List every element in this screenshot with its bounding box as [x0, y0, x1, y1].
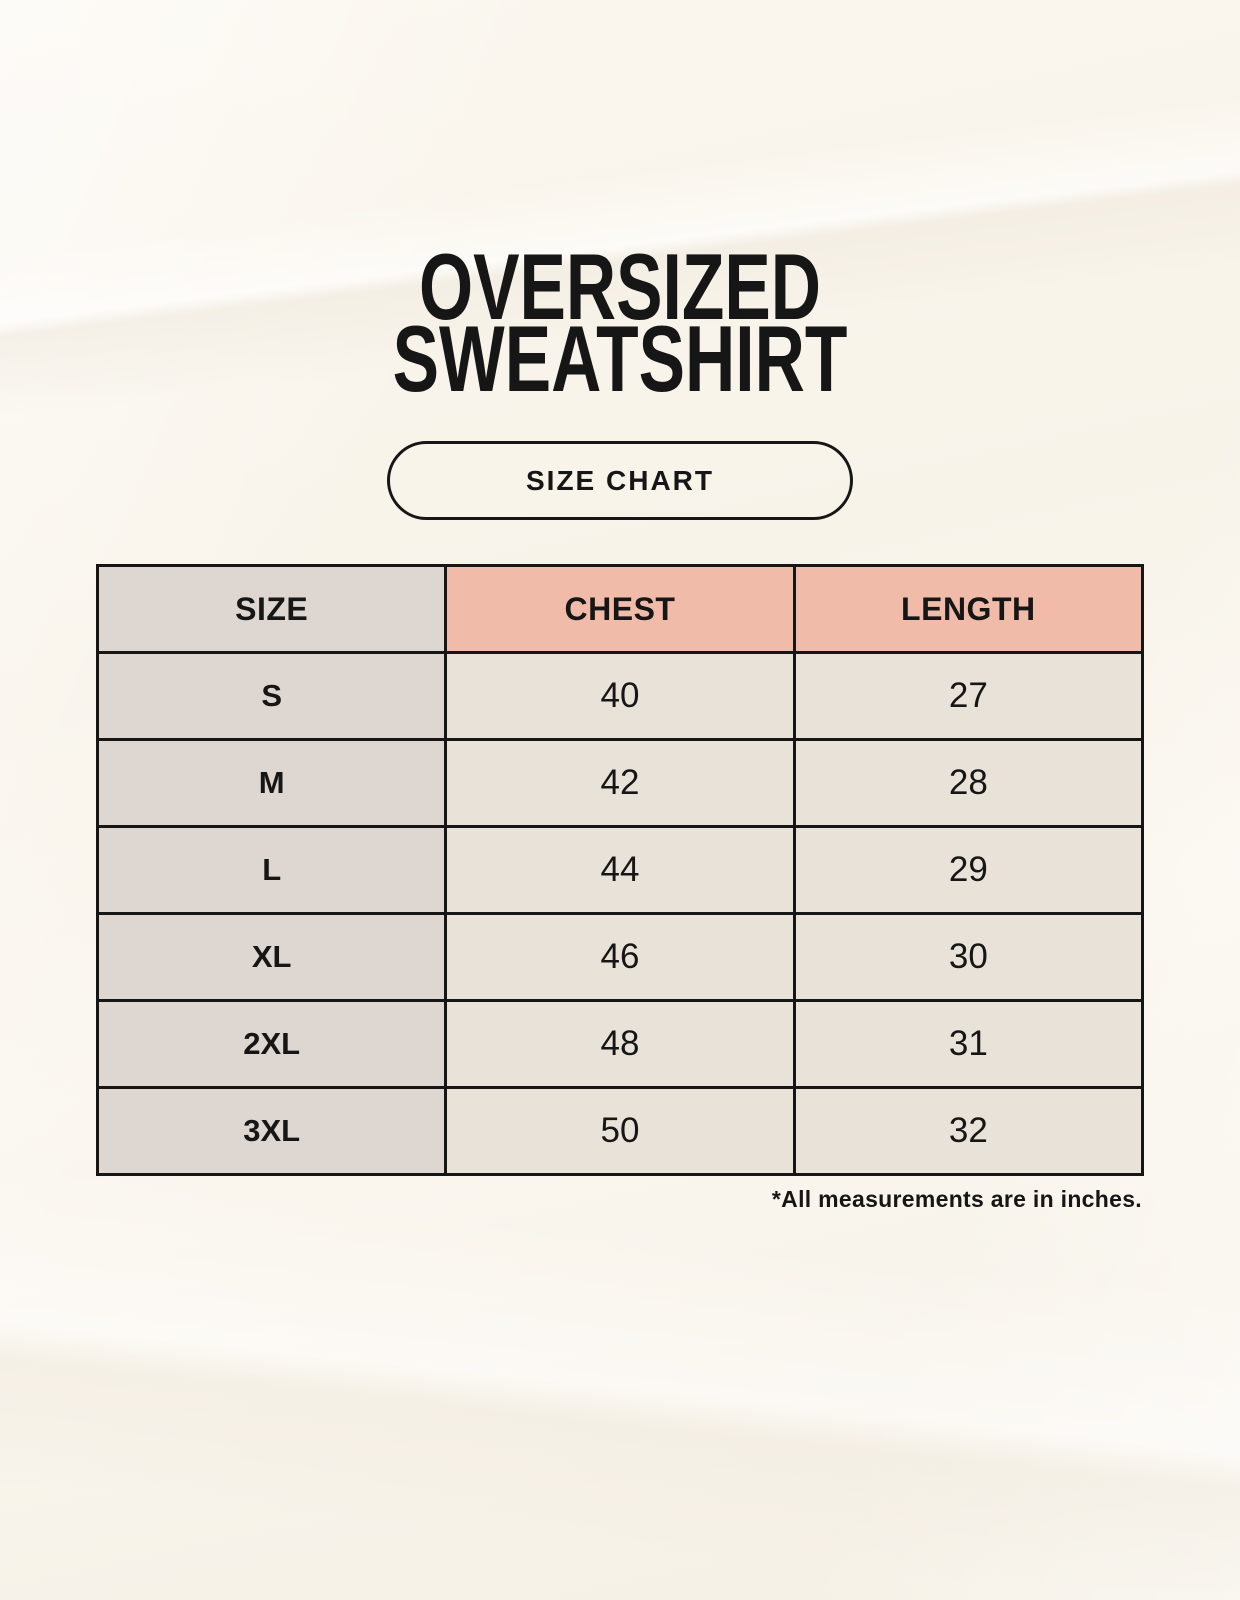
length-cell: 27: [792, 651, 1145, 741]
chest-cell: 40: [444, 651, 796, 741]
size-cell: M: [95, 738, 448, 828]
size-cell: 2XL: [95, 999, 448, 1089]
title-line-1: OVERSIZED: [419, 234, 821, 339]
table-row: 3XL 50 32: [95, 1086, 1145, 1176]
length-cell: 30: [792, 912, 1145, 1002]
column-header-chest: CHEST: [444, 564, 796, 654]
table-header-row: SIZE CHEST LENGTH: [95, 564, 1145, 654]
table-row: 2XL 48 31: [95, 999, 1145, 1089]
chest-cell: 48: [444, 999, 796, 1089]
column-header-size: SIZE: [95, 564, 448, 654]
table-row: M 42 28: [95, 738, 1145, 828]
size-cell: S: [95, 651, 448, 741]
length-cell: 29: [792, 825, 1145, 915]
length-cell: 28: [792, 738, 1145, 828]
chest-cell: 46: [444, 912, 796, 1002]
table-row: L 44 29: [95, 825, 1145, 915]
size-chart-badge: SIZE CHART: [387, 441, 853, 520]
size-chart-badge-label: SIZE CHART: [526, 464, 714, 496]
length-cell: 31: [792, 999, 1145, 1089]
size-chart-table: SIZE CHEST LENGTH S 40 27 M 42 28 L 44 2…: [95, 564, 1145, 1176]
size-cell: XL: [95, 912, 448, 1002]
chest-cell: 42: [444, 738, 796, 828]
title-line-2: SWEATSHIRT: [392, 306, 848, 411]
measurements-footnote: *All measurements are in inches.: [771, 1186, 1142, 1212]
page-title: OVERSIZED SWEATSHIRT: [161, 234, 1079, 411]
chest-cell: 50: [444, 1086, 796, 1176]
size-cell: 3XL: [95, 1086, 448, 1176]
table-row: XL 46 30: [95, 912, 1145, 1002]
table-row: S 40 27: [95, 651, 1145, 741]
length-cell: 32: [792, 1086, 1145, 1176]
column-header-length: LENGTH: [792, 564, 1145, 654]
chest-cell: 44: [444, 825, 796, 915]
size-cell: L: [95, 825, 448, 915]
